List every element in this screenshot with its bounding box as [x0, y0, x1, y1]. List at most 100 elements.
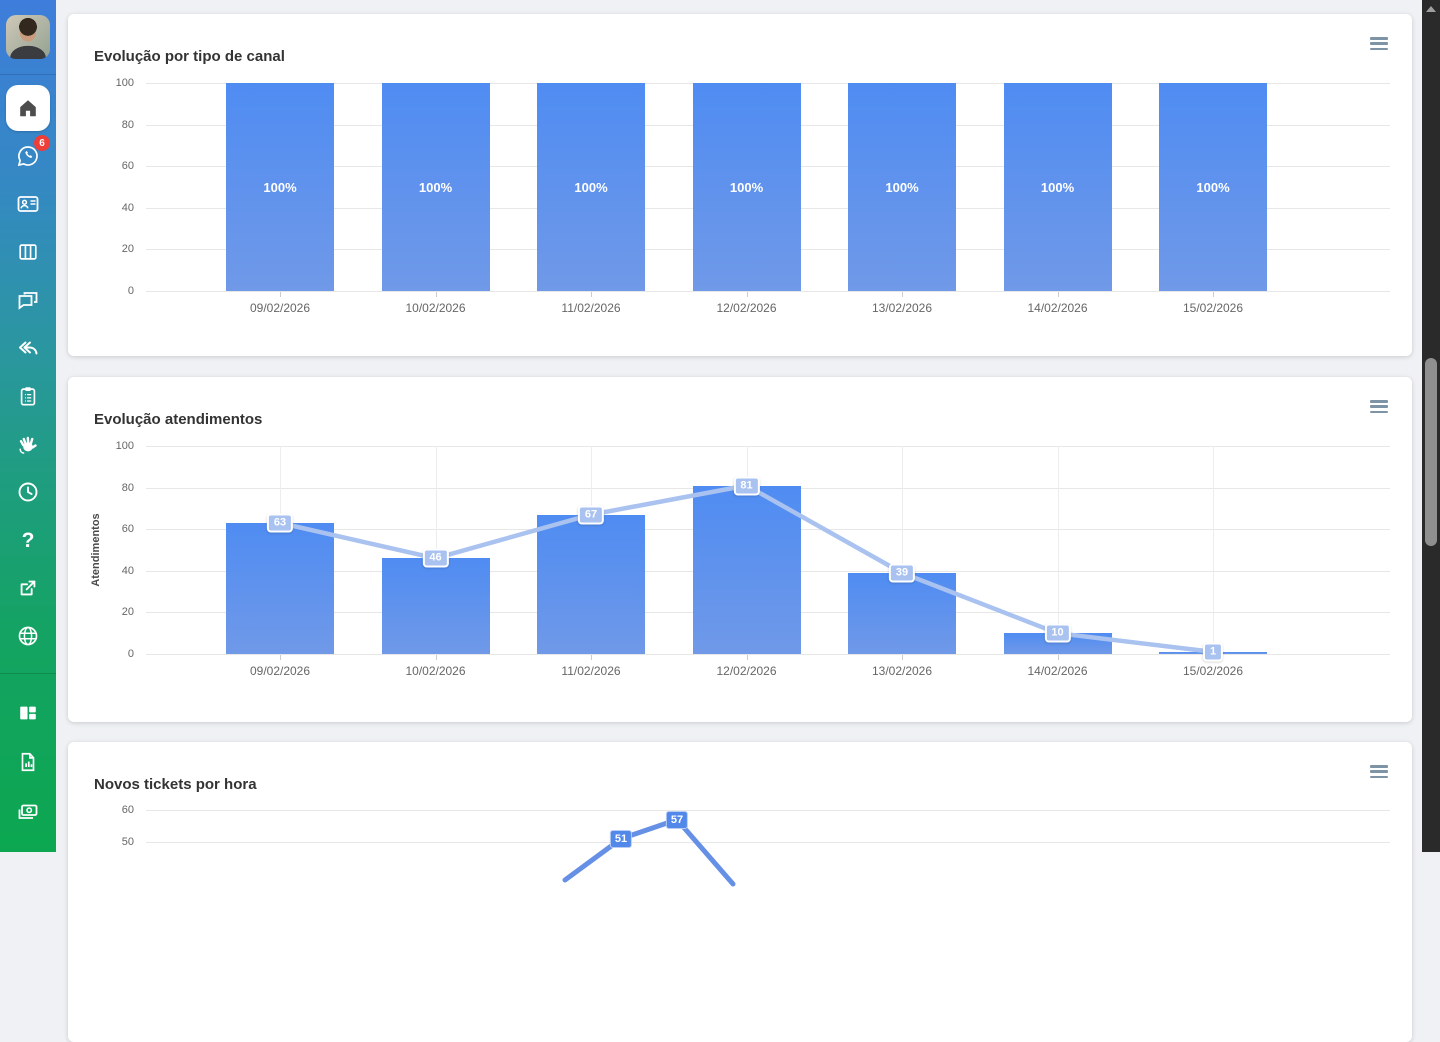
point-value-badge: 63: [267, 513, 293, 532]
x-tick-mark: [902, 655, 903, 660]
point-value-badge: 81: [733, 476, 759, 495]
y-tick-label: 100: [90, 440, 134, 452]
x-axis-label: 11/02/2026: [526, 664, 656, 678]
point-value-badge: 57: [666, 811, 688, 829]
waving-hand-icon: [16, 432, 40, 456]
x-axis-label: 15/02/2026: [1148, 301, 1278, 315]
sidebar-item-reports[interactable]: [0, 737, 56, 786]
x-tick-mark: [747, 655, 748, 660]
report-file-icon: [17, 751, 39, 773]
sidebar-item-chats[interactable]: [0, 276, 56, 324]
point-value-badge: 67: [578, 505, 604, 524]
x-tick-mark: [436, 655, 437, 660]
x-tick-mark: [436, 292, 437, 297]
point-value-badge: 10: [1044, 624, 1070, 643]
layout-panels-icon: [17, 702, 39, 724]
point-value-badge: 51: [610, 830, 632, 848]
x-axis-label: 14/02/2026: [993, 664, 1123, 678]
bar: 100%: [693, 83, 801, 291]
money-notes-icon: [16, 799, 40, 823]
sidebar-item-help[interactable]: ?: [0, 516, 56, 564]
sidebar-item-replies[interactable]: [0, 324, 56, 372]
scrollbar-thumb[interactable]: [1425, 358, 1437, 546]
y-tick-label: 80: [90, 119, 134, 131]
x-tick-mark: [1213, 292, 1214, 297]
x-axis-label: 11/02/2026: [526, 301, 656, 315]
point-value-badge: 39: [889, 563, 915, 582]
bar: 100%: [1004, 83, 1112, 291]
bar: 100%: [226, 83, 334, 291]
tickets-per-hour-chart: 60 50 51 57: [68, 742, 1412, 1042]
active-item-pill: [6, 85, 50, 131]
vertical-scrollbar[interactable]: [1422, 0, 1440, 852]
sidebar-item-financial[interactable]: [0, 786, 56, 835]
x-axis-label: 15/02/2026: [1148, 664, 1278, 678]
x-axis-label: 14/02/2026: [993, 301, 1123, 315]
bar-value-label: 100%: [1196, 180, 1229, 195]
y-tick-label: 20: [90, 606, 134, 618]
sidebar-item-web[interactable]: [0, 612, 56, 660]
x-axis-label: 09/02/2026: [215, 301, 345, 315]
y-tick-label: 50: [90, 836, 134, 848]
bar-value-label: 100%: [885, 180, 918, 195]
bar-value-label: 100%: [419, 180, 452, 195]
contacts-card-icon: [16, 192, 40, 216]
x-tick-mark: [747, 292, 748, 297]
whatsapp-badge: 6: [34, 135, 50, 151]
question-mark-icon: ?: [22, 530, 35, 551]
bar: [693, 486, 801, 654]
x-axis-label: 13/02/2026: [837, 301, 967, 315]
y-tick-label: 60: [90, 523, 134, 535]
sidebar-item-schedules[interactable]: [0, 468, 56, 516]
y-tick-label: 100: [90, 77, 134, 89]
x-axis-label: 13/02/2026: [837, 664, 967, 678]
clipboard-list-icon: [17, 385, 39, 407]
x-axis-label: 10/02/2026: [371, 301, 501, 315]
point-value-badge: 46: [422, 549, 448, 568]
y-tick-label: 0: [90, 648, 134, 660]
clock-icon: [16, 480, 40, 504]
bar: [537, 515, 645, 654]
sidebar-item-whatsapp[interactable]: 6: [0, 132, 56, 180]
x-tick-mark: [280, 655, 281, 660]
h-gridline: [146, 291, 1390, 292]
v-gridline: [1213, 446, 1214, 654]
x-tick-mark: [902, 292, 903, 297]
trend-line: [68, 742, 1412, 1042]
x-axis-label: 12/02/2026: [682, 301, 812, 315]
x-axis-label: 12/02/2026: [682, 664, 812, 678]
y-tick-label: 0: [90, 285, 134, 297]
sidebar-item-home[interactable]: [0, 84, 56, 132]
bar: [226, 523, 334, 654]
bar-value-label: 100%: [1041, 180, 1074, 195]
sidebar-item-board-columns[interactable]: [0, 228, 56, 276]
sidebar-item-quick-messages[interactable]: [0, 420, 56, 468]
reply-all-icon: [16, 336, 40, 360]
bar: [848, 573, 956, 654]
user-avatar[interactable]: [6, 15, 50, 59]
y-tick-label: 60: [90, 804, 134, 816]
bar: 100%: [537, 83, 645, 291]
sidebar-item-dashboard-panels[interactable]: [0, 688, 56, 737]
sidebar-bottom-group: [0, 673, 56, 835]
bar-value-label: 100%: [263, 180, 296, 195]
y-tick-label: 40: [90, 565, 134, 577]
sidebar-item-contacts[interactable]: [0, 180, 56, 228]
sidebar-item-tasks[interactable]: [0, 372, 56, 420]
y-tick-label: 80: [90, 482, 134, 494]
sidebar-item-external[interactable]: [0, 564, 56, 612]
h-gridline: [146, 842, 1390, 843]
sidebar: 6 ?: [0, 0, 56, 852]
y-tick-label: 60: [90, 160, 134, 172]
home-icon: [17, 97, 39, 119]
scrollbar-up-arrow-icon[interactable]: [1426, 6, 1436, 12]
x-tick-mark: [591, 292, 592, 297]
board-columns-icon: [17, 241, 39, 263]
bar-value-label: 100%: [730, 180, 763, 195]
